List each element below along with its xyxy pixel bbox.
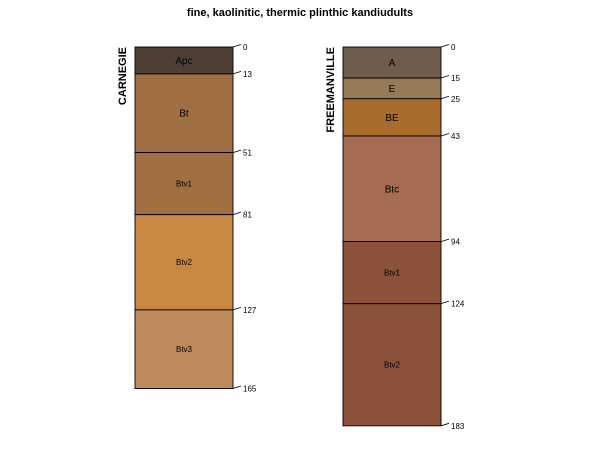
horizon-label: Btv3: [176, 345, 193, 354]
depth-tick: [440, 133, 450, 137]
depth-label: 127: [243, 306, 257, 315]
profile-freemanville: FREEMANVILLE A E BE Btc Btv1 Btv2 0 15 25 43 94 124 1…: [325, 43, 465, 431]
horizon-btv2: [134, 214, 234, 311]
depth-label: 43: [451, 132, 460, 141]
depth-label: 124: [451, 300, 465, 309]
depth-tick: [232, 211, 242, 216]
horizon-label: Btv1: [384, 268, 401, 277]
horizon-btv2: [342, 303, 442, 427]
depth-tick: [232, 307, 242, 311]
horizon-a: [342, 46, 442, 79]
horizon-be: [342, 98, 442, 137]
horizon-label: Apc: [175, 56, 192, 67]
horizon-btv1: [342, 241, 442, 305]
depth-label: 183: [451, 422, 465, 431]
horizon-label: Btv2: [176, 258, 193, 267]
horizon-label: BE: [385, 113, 399, 124]
depth-label: 81: [243, 211, 252, 220]
profile-name: CARNEGIE: [117, 47, 129, 105]
depth-tick: [440, 422, 450, 427]
horizon-label: Bt: [179, 109, 189, 120]
horizon-label: A: [389, 58, 396, 69]
depth-label: 94: [451, 238, 460, 247]
depth-label: 0: [243, 43, 248, 52]
depth-label: 15: [451, 74, 460, 83]
depth-label: 0: [451, 43, 456, 52]
horizon-btc: [342, 135, 442, 243]
chart-title: fine, kaolinitic, thermic plinthic kandi…: [187, 7, 413, 19]
horizon-bt: [134, 73, 234, 154]
depth-label: 25: [451, 95, 460, 104]
depth-tick: [232, 44, 242, 48]
depth-label: 51: [243, 149, 252, 158]
horizon-label: Btv2: [384, 361, 401, 370]
depth-tick: [440, 75, 450, 79]
horizon-label: Btv1: [176, 179, 193, 188]
depth-tick: [440, 95, 450, 100]
depth-tick: [232, 149, 242, 153]
depth-tick: [232, 71, 242, 75]
horizon-label: E: [389, 84, 396, 95]
profile-name: FREEMANVILLE: [325, 47, 337, 133]
depth-tick: [440, 238, 450, 242]
profiles-group: CARNEGIE Apc Bt Btv1 Btv2 Btv3 0 13 51 81 127 165 FR…: [117, 43, 465, 431]
horizon-btv1: [134, 152, 234, 216]
depth-label: 13: [243, 70, 252, 79]
horizon-btv3: [134, 309, 234, 390]
depth-label: 165: [243, 385, 257, 394]
profile-carnegie: CARNEGIE Apc Bt Btv1 Btv2 Btv3 0 13 51 81 127 165: [117, 43, 257, 394]
depth-tick: [440, 300, 450, 305]
depth-tick: [232, 385, 242, 389]
horizon-apc: [134, 46, 234, 75]
depth-tick: [440, 44, 450, 48]
horizon-label: Btc: [385, 184, 399, 195]
